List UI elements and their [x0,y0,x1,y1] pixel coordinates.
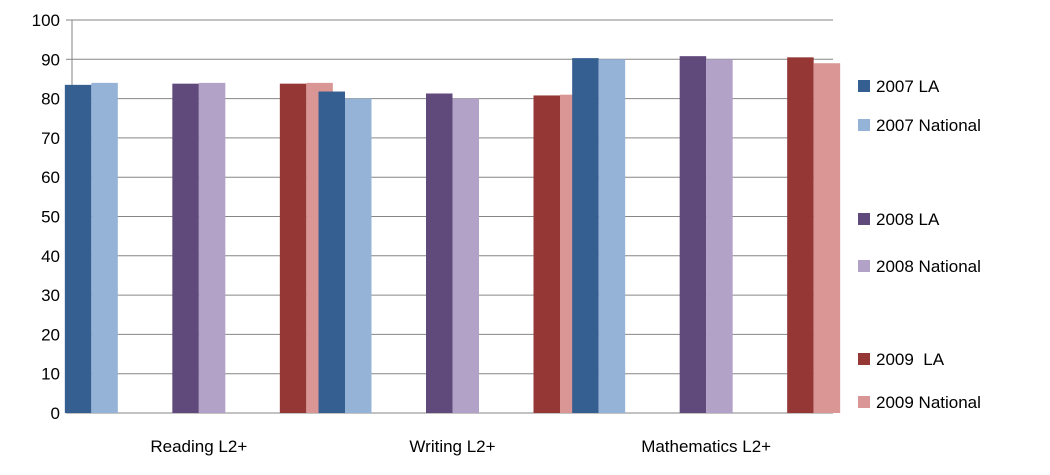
x-category-label: Writing L2+ [409,437,495,456]
y-tick-label: 80 [41,90,60,109]
legend-swatch [858,396,870,408]
bar-2008-national-1 [452,98,479,413]
legend-label: 2007 LA [876,77,940,96]
bar-2009-la-2 [787,57,814,414]
axis-labels: 0 10 20 30 40 50 60 70 80 90 100 Reading L2+ Writing… [32,11,772,456]
bar-2008-la-0 [172,83,199,413]
bar-2009-la-1 [533,95,560,414]
legend-swatch [858,260,870,272]
bar-2007-national-1 [345,98,372,413]
legend-label: 2009 National [876,393,981,412]
legend-label: 2007 National [876,116,981,135]
legend-label: 2008 National [876,257,981,276]
y-tick-label: 20 [41,325,60,344]
bar-2008-la-2 [679,56,707,413]
legend-swatch [858,353,870,365]
y-tick-label: 70 [41,129,60,148]
y-tick-label: 10 [41,365,60,384]
bar-2007-national-0 [91,82,118,413]
bar-2008-national-0 [198,82,226,413]
y-tick-label: 90 [41,50,60,69]
bar-2007-la-0 [64,84,92,413]
legend-label: 2008 LA [876,210,940,229]
bar-2007-national-2 [598,59,626,414]
bar-2008-la-1 [426,93,453,413]
x-category-label: Mathematics L2+ [641,437,771,456]
y-tick-label: 0 [51,404,60,423]
bars [64,56,841,414]
y-tick-label: 60 [41,168,60,187]
x-category-label: Reading L2+ [150,437,247,456]
bar-2008-national-2 [706,59,733,414]
bar-2007-la-2 [572,58,599,413]
legend-swatch [858,80,870,92]
bar-2007-la-1 [318,91,345,413]
bar-2009-national-2 [813,63,841,413]
legend-label: 2009 LA [876,350,945,369]
y-tick-label: 40 [41,247,60,266]
y-tick-label: 30 [41,286,60,305]
y-tick-label: 50 [41,208,60,227]
y-tick-label: 100 [32,11,60,30]
legend-swatch [858,213,870,225]
legend: 2007 LA 2007 National 2008 LA 2008 National… [858,77,981,412]
legend-swatch [858,119,870,131]
bar-2009-la-0 [279,83,307,413]
